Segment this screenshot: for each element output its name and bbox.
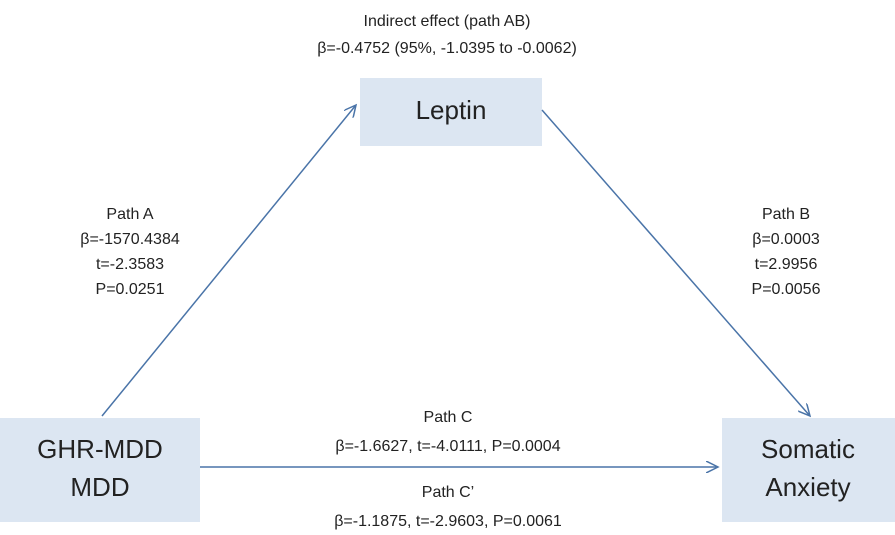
path-b-label: Path B: [762, 206, 810, 223]
node-somatic-anxiety: [722, 418, 895, 522]
path-a-label: t=-2.3583: [96, 256, 164, 273]
path-a-label: P=0.0251: [96, 281, 165, 298]
node-leptin: [360, 78, 542, 146]
path-b-label: β=0.0003: [752, 231, 820, 248]
node-label: Leptin: [416, 95, 487, 125]
node-ghr-mdd: [0, 418, 200, 522]
path-c-label: Path C: [424, 409, 473, 426]
path-c-prime-label: β=-1.1875, t=-2.9603, P=0.0061: [334, 513, 562, 530]
path-b-label: P=0.0056: [752, 281, 821, 298]
path-c-prime-label: Path C’: [422, 484, 474, 501]
path-b-label: t=2.9956: [755, 256, 818, 273]
path-a-label: Path A: [106, 206, 153, 223]
node-label: Anxiety: [765, 472, 850, 502]
path-a-label: β=-1570.4384: [80, 231, 180, 248]
arrow-b: [541, 109, 810, 416]
node-label: GHR-MDD: [37, 434, 163, 464]
arrow-a: [101, 105, 356, 417]
indirect-label: β=-0.4752 (95%, -1.0395 to -0.0062): [317, 40, 577, 57]
node-label: Somatic: [761, 434, 855, 464]
indirect-label: Indirect effect (path AB): [364, 13, 531, 30]
path-c-label: β=-1.6627, t=-4.0111, P=0.0004: [335, 438, 560, 455]
node-label: MDD: [70, 472, 129, 502]
